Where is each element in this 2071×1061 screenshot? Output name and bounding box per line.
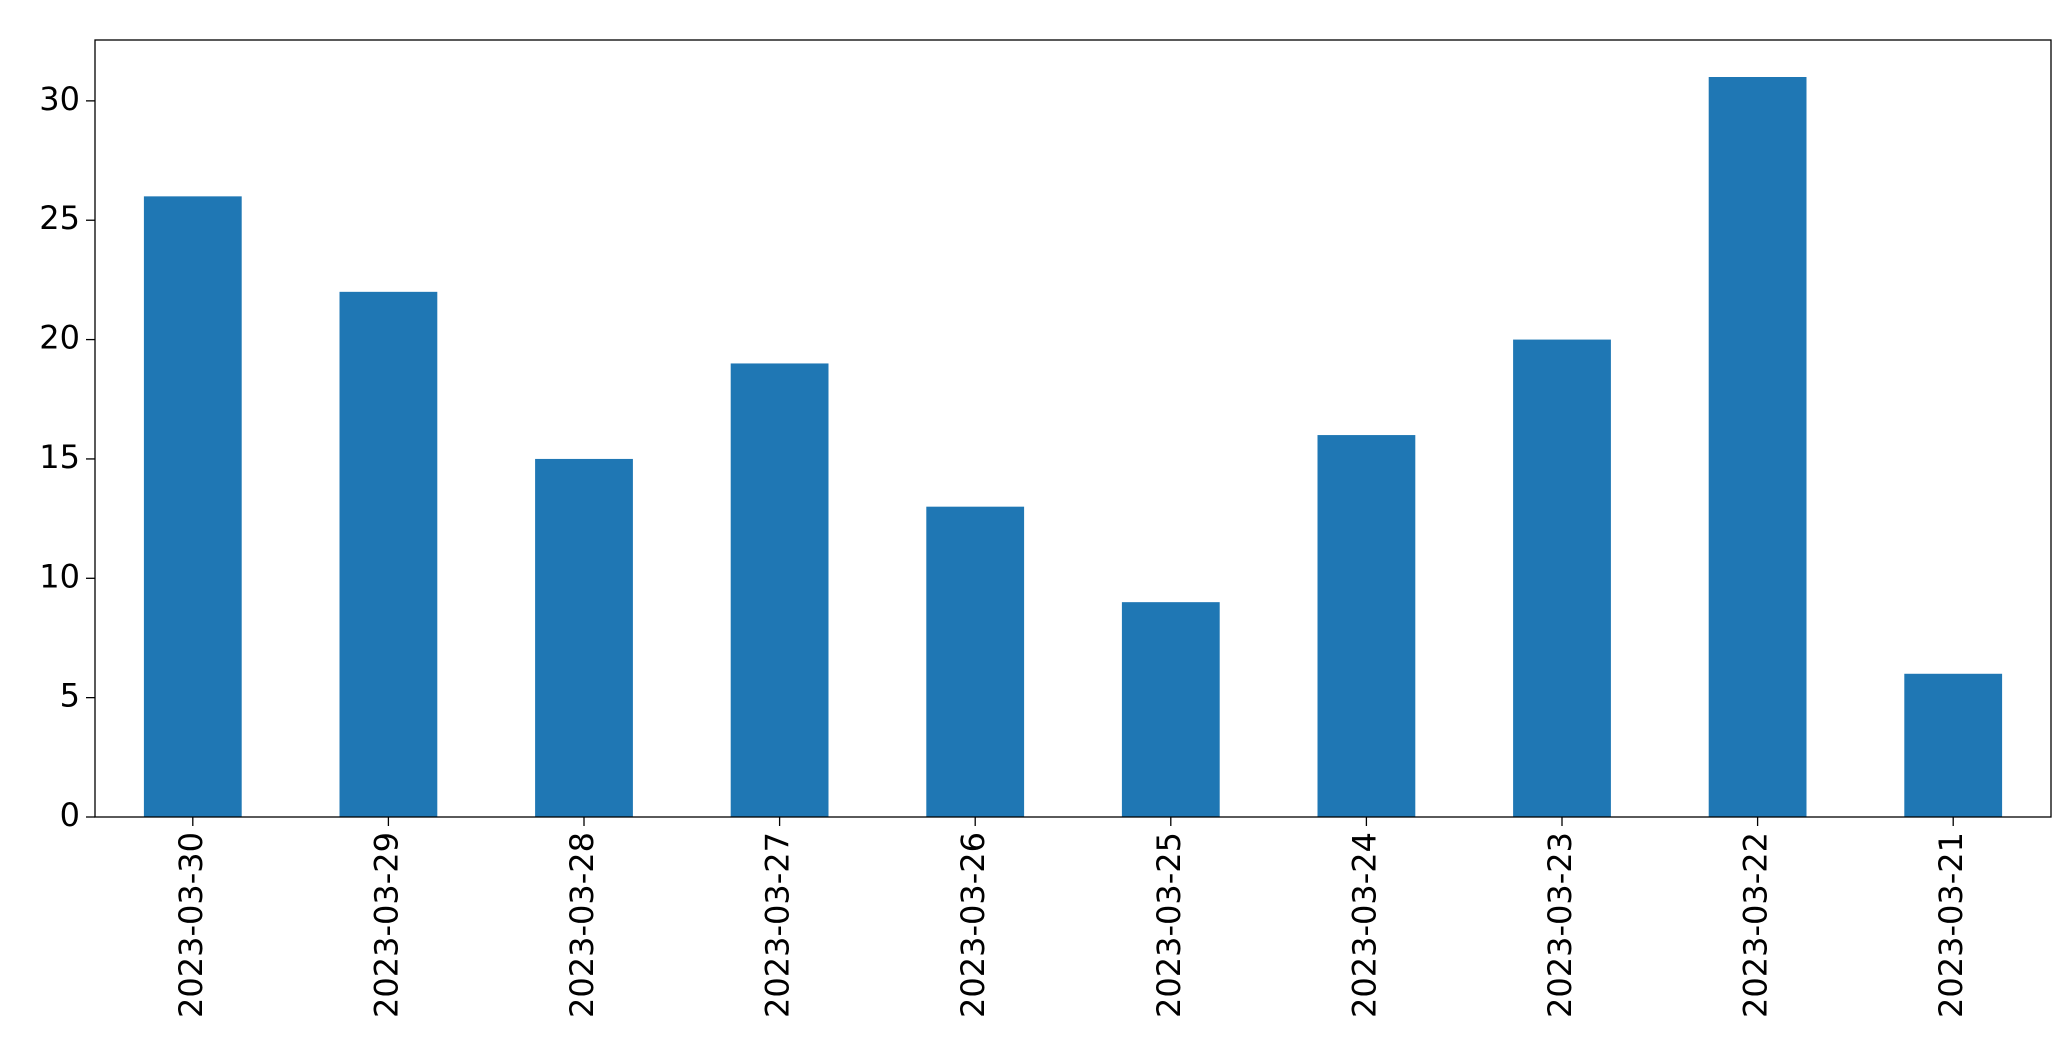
bar: [339, 291, 438, 817]
bar: [143, 196, 242, 817]
x-tick-label: 2023-03-24: [1345, 832, 1383, 1018]
plot-frame: [94, 39, 2052, 818]
y-tick-label: 30: [39, 80, 80, 118]
y-tick-label: 0: [60, 796, 80, 834]
bar: [1513, 339, 1611, 817]
y-tick-label: 5: [60, 677, 80, 715]
x-tick-label: 2023-03-23: [1541, 832, 1579, 1018]
bar: [730, 363, 829, 817]
bar: [926, 506, 1025, 817]
bar: [1708, 77, 1807, 817]
x-tick-label: 2023-03-29: [367, 832, 405, 1018]
x-tick-label: 2023-03-30: [172, 832, 210, 1018]
x-tick-label: 2023-03-22: [1737, 832, 1775, 1018]
x-tick-label: 2023-03-28: [563, 832, 601, 1018]
y-tick-label: 25: [39, 199, 80, 237]
x-tick-label: 2023-03-27: [759, 832, 797, 1018]
bar: [1121, 602, 1220, 817]
bar: [1317, 435, 1416, 817]
x-tick-label: 2023-03-21: [1932, 832, 1970, 1018]
bar: [535, 458, 633, 817]
y-tick-label: 20: [39, 319, 80, 357]
x-tick-label: 2023-03-25: [1150, 832, 1188, 1018]
bar: [1904, 673, 2003, 817]
y-tick-label: 15: [39, 438, 80, 476]
y-tick-label: 10: [39, 557, 80, 595]
x-tick-label: 2023-03-26: [954, 832, 992, 1018]
